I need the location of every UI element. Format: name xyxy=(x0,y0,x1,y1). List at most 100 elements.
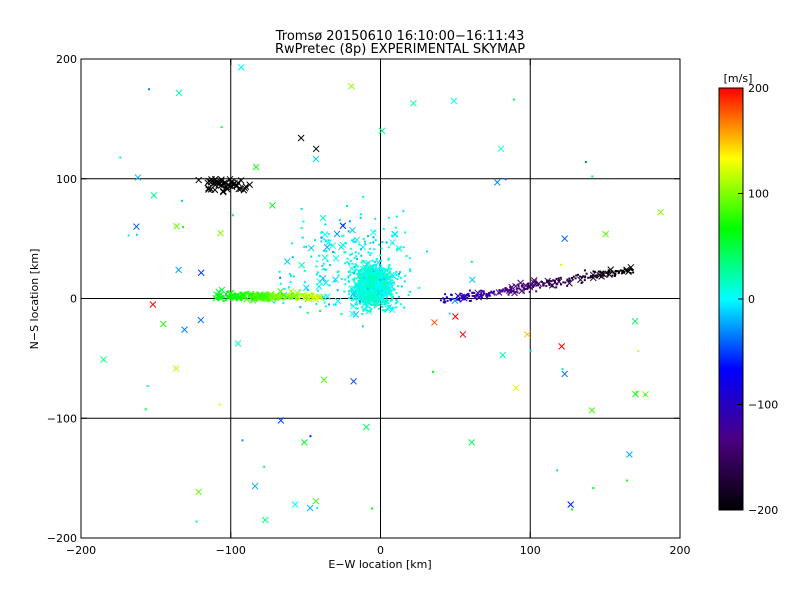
data-point xyxy=(446,299,449,302)
colorbar-ticks: 200 100 0 −100 −200 xyxy=(738,82,778,517)
data-point xyxy=(616,270,619,273)
data-point xyxy=(344,283,347,286)
data-point xyxy=(467,292,470,295)
data-point-cross xyxy=(175,266,182,274)
data-point xyxy=(381,280,384,283)
data-point xyxy=(375,267,378,270)
data-point xyxy=(397,295,400,298)
data-point xyxy=(314,239,317,242)
data-point-cross xyxy=(493,178,501,186)
data-point xyxy=(364,290,367,293)
data-point xyxy=(374,301,377,304)
data-point xyxy=(378,273,381,276)
data-point xyxy=(367,279,370,282)
data-point-cross xyxy=(207,186,215,193)
data-point xyxy=(614,269,617,272)
data-point-cross xyxy=(382,266,390,274)
data-point xyxy=(560,283,563,286)
data-point xyxy=(566,278,569,281)
data-point xyxy=(234,298,237,301)
data-point xyxy=(602,270,605,273)
data-point xyxy=(343,262,346,265)
data-point xyxy=(580,276,583,279)
data-point xyxy=(387,299,390,302)
data-point xyxy=(373,306,376,309)
data-point-cross xyxy=(283,258,291,265)
data-point xyxy=(364,285,367,288)
data-point xyxy=(381,241,384,244)
data-point xyxy=(380,279,383,282)
data-point xyxy=(325,250,328,253)
x-ticks: −200 −100 0 100 200 xyxy=(66,59,691,557)
data-point xyxy=(359,274,362,277)
data-point xyxy=(381,303,384,306)
data-point xyxy=(486,295,489,298)
data-point-cross xyxy=(172,365,180,372)
data-point xyxy=(355,295,358,298)
data-point-cross xyxy=(362,423,370,431)
data-point xyxy=(381,306,384,309)
data-point xyxy=(379,287,382,290)
data-point xyxy=(259,293,262,296)
data-point xyxy=(290,293,293,296)
data-point xyxy=(473,291,476,294)
data-point-cross xyxy=(499,351,507,359)
data-point xyxy=(340,277,343,280)
x-tick-label: 0 xyxy=(377,544,384,557)
data-point-cross xyxy=(237,177,245,184)
data-point xyxy=(282,293,285,296)
data-point xyxy=(361,272,364,275)
data-point xyxy=(516,291,519,294)
data-point xyxy=(324,223,327,226)
data-point xyxy=(377,292,380,295)
colorbar-tick-label: 100 xyxy=(748,188,769,201)
data-point xyxy=(620,269,623,272)
data-point xyxy=(323,249,326,252)
data-point xyxy=(395,226,398,229)
data-point-cross xyxy=(226,182,234,190)
data-point xyxy=(363,286,366,289)
data-point xyxy=(372,269,375,272)
data-point-cross xyxy=(352,311,360,318)
data-point xyxy=(554,281,557,284)
data-point xyxy=(347,262,350,265)
data-point xyxy=(328,284,331,287)
data-point xyxy=(397,275,400,278)
data-point xyxy=(127,234,130,237)
data-point xyxy=(347,230,350,233)
data-point xyxy=(354,289,357,292)
data-point-cross xyxy=(375,281,383,289)
data-point xyxy=(388,277,391,280)
data-point xyxy=(360,268,363,271)
data-point xyxy=(376,290,379,293)
data-point xyxy=(389,279,392,282)
data-point xyxy=(357,287,360,290)
data-point-cross xyxy=(350,377,357,385)
data-point xyxy=(611,274,614,277)
data-point xyxy=(366,270,369,273)
data-point xyxy=(568,279,571,282)
data-point-cross xyxy=(588,407,596,414)
data-point-cross xyxy=(461,292,469,300)
data-point xyxy=(374,239,377,242)
data-point xyxy=(582,275,585,278)
data-point xyxy=(355,303,358,306)
data-point xyxy=(382,300,385,303)
data-point xyxy=(362,309,365,312)
data-point xyxy=(405,255,408,258)
data-point xyxy=(632,271,635,274)
data-point xyxy=(391,275,394,278)
data-point xyxy=(583,269,586,272)
data-point xyxy=(357,279,360,282)
data-point xyxy=(468,299,471,302)
data-point xyxy=(369,298,372,301)
data-point xyxy=(385,298,388,301)
data-point xyxy=(369,269,372,272)
data-point xyxy=(263,292,266,295)
data-point-cross xyxy=(220,179,228,187)
data-point xyxy=(226,295,229,298)
data-point xyxy=(443,298,446,301)
data-point xyxy=(320,236,323,239)
data-point xyxy=(362,279,365,282)
data-point xyxy=(575,274,578,277)
